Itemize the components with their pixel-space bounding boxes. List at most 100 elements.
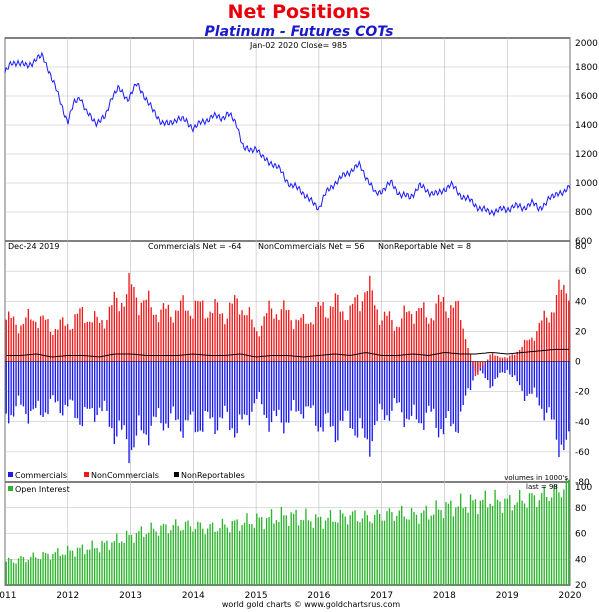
commercials-bar [366, 361, 369, 440]
commercials-bar [489, 361, 491, 388]
commercials-bar [310, 361, 312, 408]
noncommercials-bar [491, 353, 494, 362]
noncommercials-bar [447, 318, 450, 362]
noncommercials-bar [192, 318, 194, 362]
noncommercials-bar [268, 300, 270, 362]
commercials-bar [133, 361, 135, 448]
commercials-bar [494, 361, 496, 379]
commercials-bar [462, 361, 464, 405]
open-interest-bar [347, 524, 349, 585]
commercials-bar [86, 361, 88, 409]
commercials-bar [261, 361, 263, 405]
commercials-bar [472, 361, 474, 381]
commercials-bar [322, 361, 324, 432]
noncommercials-bar [351, 303, 354, 362]
commercials-bar [101, 361, 103, 412]
noncommercials-bar [106, 320, 108, 362]
commercials-bar [219, 361, 221, 418]
commercials-bar [550, 361, 553, 420]
commercials-bar [482, 361, 484, 374]
commercials-bar [226, 361, 228, 412]
noncommercials-bar [231, 303, 233, 362]
open-interest-bar [378, 513, 381, 585]
open-interest-bar [8, 557, 10, 585]
commercials-bar [76, 361, 79, 419]
open-interest-bar [121, 541, 123, 585]
noncommercials-bar [415, 311, 418, 362]
commercials-bar [356, 361, 359, 438]
commercials-bar [74, 361, 76, 418]
open-interest-bar [211, 522, 214, 585]
commercials-bar [258, 361, 260, 392]
noncommercials-bar [435, 303, 437, 362]
open-interest-bar [182, 529, 184, 585]
open-interest-bar [312, 527, 314, 585]
commercials-bar [64, 361, 66, 405]
noncommercials-bar [93, 311, 96, 362]
commercials-bar [236, 361, 238, 434]
noncommercials-bar [66, 324, 69, 362]
noncommercials-bar [74, 314, 76, 362]
open-interest-bar [324, 520, 327, 585]
noncommercials-bar [342, 311, 344, 362]
commercials-bar [396, 361, 398, 404]
commercials-bar [464, 361, 467, 396]
open-interest-bar [288, 525, 290, 585]
commercials-bar [347, 361, 349, 411]
commercials-bar [553, 361, 555, 420]
noncommercials-bar [457, 300, 459, 362]
commercials-bar [568, 361, 570, 432]
footer-credit: world gold charts © www.goldchartsrus.co… [222, 600, 400, 609]
noncommercials-bar [528, 339, 531, 362]
commercials-bar [440, 361, 442, 429]
commercials-bar [548, 361, 550, 408]
open-interest-bar [349, 515, 351, 585]
y-tick-label: 20 [575, 581, 587, 591]
open-interest-bar [123, 542, 125, 585]
commercials-bar [243, 361, 246, 415]
open-interest-bar [553, 485, 555, 585]
open-interest-bar [447, 503, 450, 585]
open-interest-bar [234, 520, 236, 585]
noncommercials-bar [541, 320, 543, 362]
open-interest-bar [275, 520, 278, 585]
y-tick-label: 1200 [575, 150, 598, 160]
open-interest-bar [37, 558, 39, 585]
noncommercials-bar [440, 301, 442, 362]
commercials-bar [189, 361, 192, 415]
open-interest-bar [425, 505, 427, 585]
commercials-bar [128, 361, 130, 464]
noncommercials-bar [523, 339, 526, 362]
open-interest-bar [364, 510, 366, 585]
commercials-bar [204, 361, 206, 411]
open-interest-bar [221, 518, 224, 585]
noncommercials-bar [165, 308, 167, 362]
open-interest-bar [482, 499, 484, 585]
open-interest-bar [536, 507, 538, 585]
open-interest-bar [52, 554, 54, 585]
commercials-bar [418, 361, 420, 424]
open-interest-bar [413, 512, 415, 585]
noncommercials-bar [238, 314, 241, 362]
noncommercials-bar [152, 315, 155, 362]
noncommercials-bar [273, 318, 275, 362]
commercials-bar [413, 361, 415, 405]
commercials-bar [22, 361, 25, 407]
x-tick-label: 2020 [559, 591, 582, 601]
open-interest-bar [20, 556, 22, 585]
legend-commercials-swatch [8, 472, 13, 477]
open-interest-bar [489, 503, 491, 585]
commercials-bar [32, 361, 34, 410]
noncommercials-bar [52, 335, 54, 362]
open-interest-bar [369, 521, 371, 585]
noncommercials-bar [79, 308, 81, 362]
x-tick-label: 2017 [370, 591, 393, 601]
open-interest-bar [258, 517, 260, 585]
open-interest-bar [150, 522, 152, 585]
noncommercials-bar [430, 318, 432, 362]
open-interest-bar [393, 520, 396, 585]
open-interest-bar [224, 524, 226, 585]
noncommercials-bar [391, 320, 393, 362]
commercials-bar [290, 361, 292, 411]
y-tick-label: 40 [575, 297, 587, 307]
